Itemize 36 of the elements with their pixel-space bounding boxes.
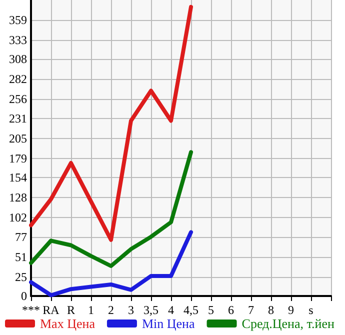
line-series — [29, 4, 193, 242]
y-tick-label: 256 — [9, 92, 27, 106]
legend-label: Сред.Цена, т.йен — [242, 316, 334, 331]
x-tick-label: RA — [42, 303, 60, 317]
line-series — [29, 230, 193, 298]
y-tick-label: 154 — [9, 170, 27, 185]
y-tick-label: 25 — [15, 270, 27, 284]
x-tick-label: 4,5 — [184, 303, 198, 317]
x-tick-label: 3 — [128, 303, 134, 317]
legend-label: Min Цена — [142, 316, 195, 331]
y-tick-label: 231 — [9, 111, 27, 126]
y-tick-label: 0 — [21, 289, 27, 303]
y-tick-label: 179 — [9, 151, 27, 166]
x-tick-label: 2 — [108, 303, 114, 317]
x-tick-label: 5 — [208, 303, 214, 317]
y-tick-label: 102 — [9, 210, 27, 225]
y-tick-label: 282 — [9, 72, 27, 86]
x-tick-label: 3,5 — [144, 303, 158, 317]
x-tick-label: 7 — [248, 303, 254, 317]
y-tick-label: 308 — [9, 52, 27, 66]
y-tick-label: 128 — [9, 190, 27, 205]
y-tick-label: 51 — [15, 250, 27, 264]
y-tick-label: 333 — [9, 32, 27, 47]
x-tick-label: 6 — [228, 303, 234, 317]
x-tick-label: *** — [22, 303, 40, 317]
x-tick-label: 8 — [268, 303, 274, 317]
line-series — [29, 150, 193, 268]
x-tick-label: 1 — [88, 303, 94, 317]
x-tick-label: s — [308, 303, 314, 317]
x-tick-label: 4 — [168, 303, 174, 317]
y-tick-label: 205 — [9, 131, 27, 146]
x-tick-label: R — [66, 303, 76, 317]
y-tick-label: 359 — [9, 12, 27, 27]
x-tick-label: 9 — [288, 303, 294, 317]
legend-label: Max Цена — [40, 316, 96, 331]
y-tick-label: 77 — [15, 230, 27, 244]
